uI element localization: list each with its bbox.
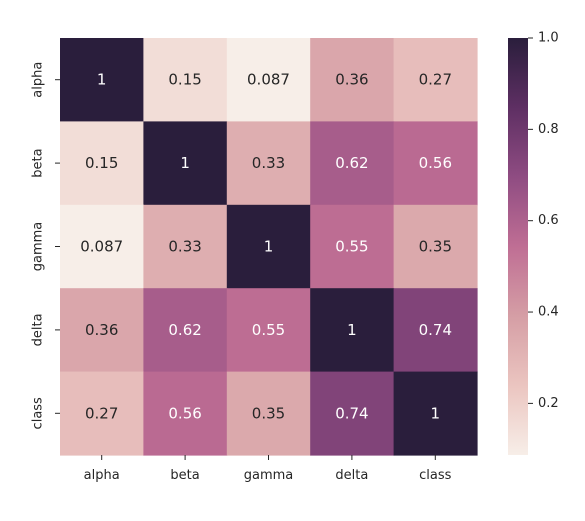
cell-annotation: 0.56	[168, 404, 201, 422]
colorbar-ticks: 0.2 0.4 0.6 0.8 1.0	[528, 31, 559, 411]
cell-annotation: 0.087	[247, 71, 290, 89]
colorbar-tick-label: 1.0	[538, 31, 559, 46]
heatmap-cell	[143, 121, 228, 206]
heatmap-cell	[393, 288, 478, 373]
heatmap-cell	[60, 288, 144, 373]
heatmap-annotations: 1 0.15 0.087 0.36 0.27 0.15 1 0.33 0.62 0.56 0.087…	[80, 71, 452, 423]
colorbar: 0.2 0.4 0.6 0.8 1.0	[508, 31, 559, 455]
heatmap-cell	[393, 38, 478, 122]
heatmap-cell	[143, 288, 228, 373]
heatmap-cell	[393, 121, 478, 206]
heatmap-cells	[60, 38, 478, 456]
x-axis: alpha beta gamma delta class	[84, 455, 452, 483]
cell-annotation: 1	[97, 71, 107, 89]
cell-annotation: 1	[431, 404, 441, 422]
heatmap-cell	[143, 38, 228, 122]
colorbar-tick-label: 0.8	[538, 122, 559, 137]
y-tick-label: gamma	[31, 222, 46, 272]
x-tick-label: alpha	[84, 468, 120, 483]
heatmap-cell	[60, 38, 144, 122]
cell-annotation: 0.55	[252, 321, 285, 339]
cell-annotation: 0.36	[335, 71, 368, 89]
cell-annotation: 0.62	[335, 154, 368, 172]
colorbar-gradient	[508, 38, 528, 455]
heatmap-cell	[393, 204, 478, 289]
x-tick-label: class	[419, 468, 451, 483]
heatmap-cell	[60, 121, 144, 206]
heatmap-cell	[143, 204, 228, 289]
heatmap-cell	[310, 371, 395, 456]
heatmap-cell	[226, 38, 311, 122]
heatmap-cell	[310, 288, 395, 373]
colorbar-tick-label: 0.6	[538, 213, 559, 228]
cell-annotation: 0.56	[419, 154, 452, 172]
y-tick-label: delta	[31, 313, 46, 346]
heatmap-cell	[226, 204, 311, 289]
cell-annotation: 0.15	[85, 154, 118, 172]
colorbar-tick-label: 0.4	[538, 305, 559, 320]
cell-annotation: 0.74	[419, 321, 452, 339]
cell-annotation: 0.36	[85, 321, 118, 339]
cell-annotation: 0.35	[252, 404, 285, 422]
heatmap-cell	[60, 204, 144, 289]
heatmap-cell	[60, 371, 144, 456]
x-tick-label: gamma	[244, 468, 294, 483]
y-tick-label: beta	[31, 148, 46, 177]
cell-annotation: 0.62	[168, 321, 201, 339]
cell-annotation: 1	[180, 154, 190, 172]
heatmap-cell	[226, 121, 311, 206]
cell-annotation: 0.15	[168, 71, 201, 89]
cell-annotation: 0.27	[419, 71, 452, 89]
x-tick-label: delta	[335, 468, 368, 483]
cell-annotation: 0.33	[252, 154, 285, 172]
cell-annotation: 0.27	[85, 404, 118, 422]
cell-annotation: 0.35	[419, 238, 452, 256]
cell-annotation: 0.74	[335, 404, 368, 422]
y-tick-label: alpha	[31, 62, 46, 98]
cell-annotation: 0.55	[335, 238, 368, 256]
heatmap-cell	[143, 371, 228, 456]
cell-annotation: 0.33	[168, 238, 201, 256]
y-tick-label: class	[31, 397, 46, 429]
heatmap-cell	[393, 371, 478, 456]
heatmap-cell	[226, 288, 311, 373]
heatmap-cell	[310, 204, 395, 289]
cell-annotation: 0.087	[80, 238, 123, 256]
heatmap-cell	[310, 121, 395, 206]
colorbar-tick-label: 0.2	[538, 396, 559, 411]
y-axis: alpha beta gamma delta class	[31, 62, 60, 429]
x-tick-label: beta	[170, 468, 199, 483]
cell-annotation: 1	[347, 321, 357, 339]
heatmap-cell	[310, 38, 395, 122]
cell-annotation: 1	[264, 238, 274, 256]
heatmap-cell	[226, 371, 311, 456]
